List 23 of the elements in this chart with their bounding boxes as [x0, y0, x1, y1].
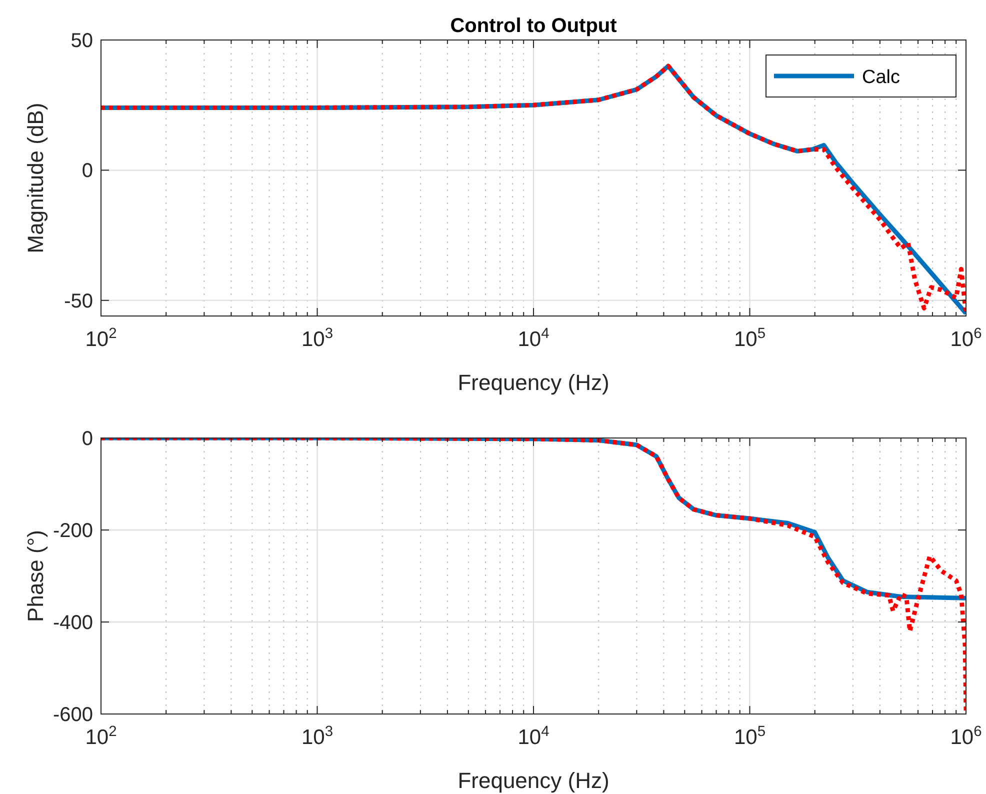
y-axis-title: Phase (°) — [23, 530, 48, 622]
x-tick-label: 10$^{2}$ — [85, 724, 117, 749]
y-tick-label: 50 — [70, 30, 93, 52]
legend-label: Calc — [862, 67, 900, 88]
x-tick-label: 10$^{5}$ — [734, 326, 766, 351]
x-tick-label: 10$^{3}$ — [301, 724, 334, 749]
y-tick-label: -50 — [64, 290, 93, 312]
y-tick-label: -400 — [52, 612, 93, 634]
x-tick-label: 10$^{3}$ — [301, 326, 334, 351]
y-axis-title: Magnitude (dB) — [23, 102, 48, 254]
x-tick-label: 10$^{5}$ — [734, 724, 766, 749]
x-tick-label: 10$^{2}$ — [85, 326, 117, 351]
x-tick-label: 10$^{4}$ — [518, 326, 550, 351]
y-tick-label: -200 — [52, 520, 93, 542]
x-tick-label: 10$^{4}$ — [518, 724, 550, 749]
y-tick-label: -600 — [52, 704, 93, 726]
chart-title: Control to Output — [450, 15, 618, 37]
x-axis-title: Frequency (Hz) — [458, 768, 610, 793]
y-tick-label: 0 — [82, 428, 93, 450]
x-axis-title: Frequency (Hz) — [458, 370, 610, 395]
y-tick-label: 0 — [82, 160, 93, 182]
x-tick-label: 10$^{6}$ — [950, 724, 982, 749]
x-tick-label: 10$^{6}$ — [950, 326, 982, 351]
